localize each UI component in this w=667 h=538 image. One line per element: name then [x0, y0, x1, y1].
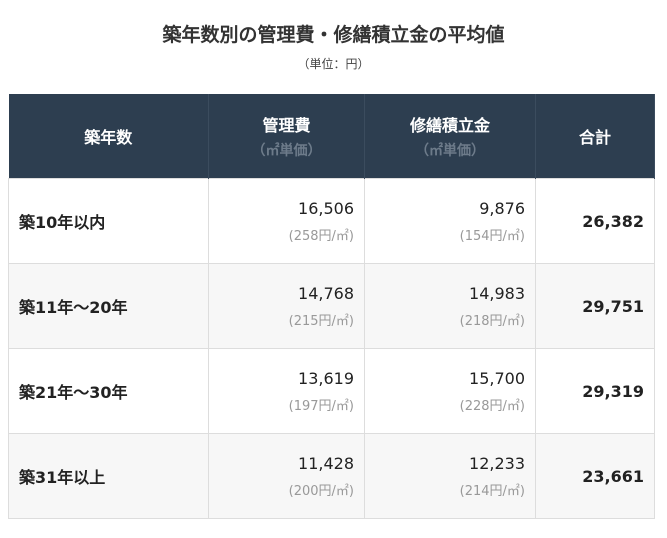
- repair-value: 14,983: [469, 283, 525, 303]
- repair-cell: 15,700 (228円/㎡): [364, 348, 536, 434]
- table-title: 築年数別の管理費・修繕積立金の平均値: [162, 24, 505, 46]
- repair-unit-price: (154円/㎡): [459, 228, 525, 244]
- total-cell: 23,661: [535, 433, 655, 519]
- fees-table: 築年数 管理費 （㎡単価） 修繕積立金 （㎡単価） 合計 築10年以内 16,506…: [8, 94, 655, 519]
- mgmt-value: 13,619: [298, 368, 354, 388]
- header-repair: 修繕積立金 （㎡単価）: [364, 94, 536, 179]
- mgmt-value: 11,428: [298, 453, 354, 473]
- mgmt-value: 16,506: [298, 198, 354, 218]
- repair-value: 15,700: [469, 368, 525, 388]
- header-total: 合計: [535, 94, 655, 179]
- repair-value: 12,233: [469, 453, 525, 473]
- header-age: 築年数: [8, 94, 209, 179]
- age-cell: 築11年～20年: [8, 263, 209, 349]
- total-cell: 29,319: [535, 348, 655, 434]
- age-cell: 築31年以上: [8, 433, 209, 519]
- total-cell: 26,382: [535, 178, 655, 264]
- mgmt-cell: 14,768 (215円/㎡): [208, 263, 365, 349]
- repair-cell: 14,983 (218円/㎡): [364, 263, 536, 349]
- header-mgmt: 管理費 （㎡単価）: [208, 94, 365, 179]
- table-row: 築11年～20年 14,768 (215円/㎡) 14,983 (218円/㎡) 2…: [8, 263, 655, 349]
- mgmt-value: 14,768: [298, 283, 354, 303]
- header-row: 築年数 管理費 （㎡単価） 修繕積立金 （㎡単価） 合計: [8, 94, 655, 179]
- mgmt-unit-price: (215円/㎡): [288, 313, 354, 329]
- header-total-label: 合計: [578, 128, 611, 147]
- mgmt-unit-price: (258円/㎡): [288, 228, 354, 244]
- repair-cell: 12,233 (214円/㎡): [364, 433, 536, 519]
- table-row: 築21年～30年 13,619 (197円/㎡) 15,700 (228円/㎡) 2…: [8, 348, 655, 434]
- repair-cell: 9,876 (154円/㎡): [364, 178, 536, 264]
- repair-value: 9,876: [479, 198, 525, 218]
- mgmt-unit-price: (197円/㎡): [288, 398, 354, 414]
- header-mgmt-sub: （㎡単価）: [251, 143, 322, 159]
- repair-unit-price: (228円/㎡): [459, 398, 525, 414]
- age-cell: 築21年～30年: [8, 348, 209, 434]
- total-cell: 29,751: [535, 263, 655, 349]
- repair-unit-price: (214円/㎡): [459, 483, 525, 499]
- mgmt-unit-price: (200円/㎡): [288, 483, 354, 499]
- mgmt-cell: 11,428 (200円/㎡): [208, 433, 365, 519]
- header-age-label: 築年数: [84, 128, 133, 147]
- header-repair-label: 修繕積立金: [409, 116, 490, 135]
- age-cell: 築10年以内: [8, 178, 209, 264]
- repair-unit-price: (218円/㎡): [459, 313, 525, 329]
- table-row: 築31年以上 11,428 (200円/㎡) 12,233 (214円/㎡) 23,…: [8, 433, 655, 519]
- mgmt-cell: 16,506 (258円/㎡): [208, 178, 365, 264]
- unit-note: （単位：円）: [297, 57, 370, 71]
- table-row: 築10年以内 16,506 (258円/㎡) 9,876 (154円/㎡) 26,3…: [8, 178, 655, 264]
- header-mgmt-label: 管理費: [262, 116, 311, 135]
- mgmt-cell: 13,619 (197円/㎡): [208, 348, 365, 434]
- header-repair-sub: （㎡単価）: [415, 143, 485, 159]
